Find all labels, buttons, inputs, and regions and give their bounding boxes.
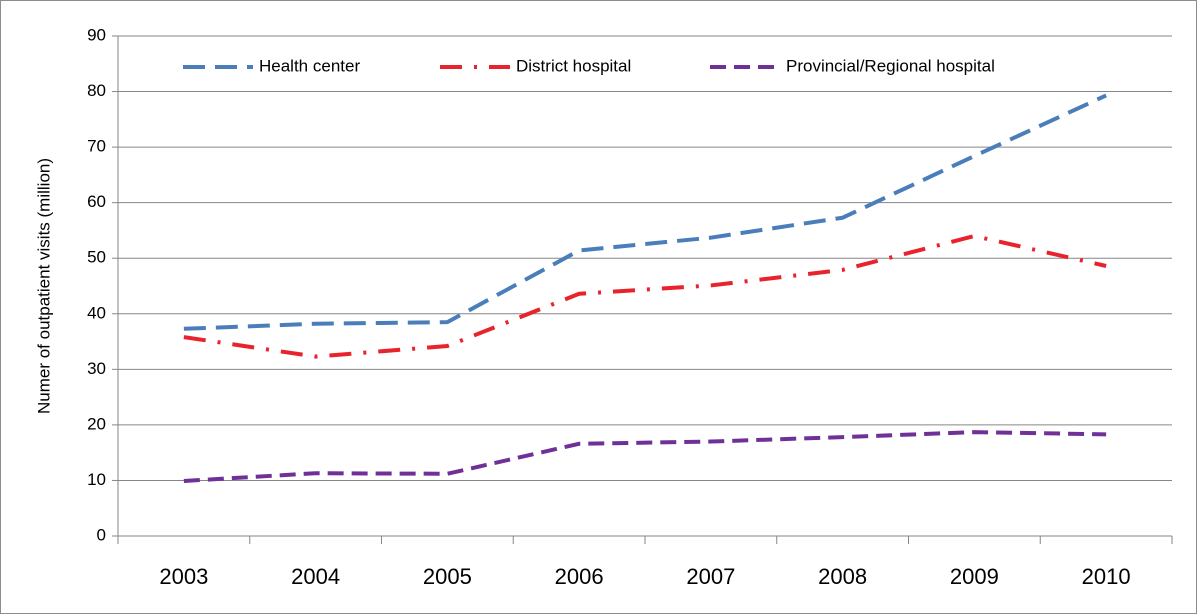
y-tick-label: 50 <box>87 248 106 267</box>
series-line <box>183 233 1107 359</box>
y-tick-label: 30 <box>87 359 106 378</box>
y-tick-label: 90 <box>87 25 106 44</box>
y-axis-title: Numer of outpatient visits (million) <box>34 158 53 414</box>
series-line <box>183 93 1107 331</box>
series-line <box>183 430 1107 483</box>
y-tick-label: 20 <box>87 414 106 433</box>
x-tick-label: 2009 <box>950 564 999 589</box>
legend-label: Health center <box>259 56 360 75</box>
x-tick-label: 2004 <box>291 564 340 589</box>
y-tick-label: 80 <box>87 81 106 100</box>
x-tick-label: 2008 <box>818 564 867 589</box>
x-tick-label: 2007 <box>686 564 735 589</box>
x-tick-label: 2003 <box>159 564 208 589</box>
x-tick-label: 2006 <box>555 564 604 589</box>
y-tick-label: 70 <box>87 137 106 156</box>
y-tick-label: 0 <box>97 525 106 544</box>
y-tick-label: 60 <box>87 192 106 211</box>
y-tick-label: 40 <box>87 303 106 322</box>
y-tick-label: 10 <box>87 470 106 489</box>
legend-label: District hospital <box>516 56 631 75</box>
x-tick-label: 2010 <box>1082 564 1131 589</box>
legend-label: Provincial/Regional hospital <box>786 56 995 75</box>
x-tick-label: 2005 <box>423 564 472 589</box>
